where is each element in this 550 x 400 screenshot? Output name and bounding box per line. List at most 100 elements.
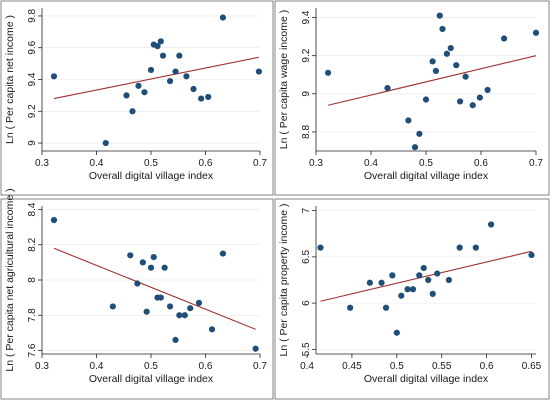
y-tick-label: 9.6	[27, 40, 38, 54]
data-point	[445, 276, 452, 284]
x-tick-label: 0.5	[419, 158, 433, 169]
scatter-panel-1: 9 9.2 9.4 9.6 9.8 0.3 0.4 0.5 0.6 0.7 Overall digi…	[0, 0, 274, 196]
data-point	[109, 303, 116, 310]
x-tick-label: 0.4	[90, 158, 104, 169]
data-point	[147, 264, 155, 271]
data-point	[398, 292, 405, 299]
y-axis-label: Ln ( Per capita net income )	[4, 15, 16, 144]
data-point	[123, 92, 130, 99]
data-point	[484, 86, 491, 94]
data-point	[528, 251, 535, 259]
panel-frame	[0, 198, 274, 400]
data-point	[181, 312, 188, 319]
data-point	[183, 73, 190, 80]
y-tick-label: 9.2	[301, 48, 312, 62]
y-axis-label: Ln ( Per capita wage income )	[278, 10, 290, 149]
data-point	[102, 139, 109, 147]
y-tick-label: 9	[27, 140, 38, 146]
x-tick-label: 0.55	[432, 361, 452, 372]
x-axis-label: Overall digital village index	[89, 170, 214, 182]
scatter-panel-2: 8.8 9 9.2 9.4 0.3 0.4 0.5 0.6 0.7 Overall digital…	[274, 0, 550, 196]
data-point	[488, 221, 495, 228]
y-tick-label: 8.2	[27, 237, 38, 251]
data-point	[416, 272, 423, 279]
data-point	[366, 279, 373, 286]
x-tick-label: 0.45	[342, 361, 362, 372]
y-tick-label: 7.6	[27, 343, 38, 357]
data-point	[469, 102, 476, 109]
data-point	[172, 68, 179, 75]
y-axis-label: Ln ( Per capita net agricultural income …	[4, 188, 16, 371]
y-tick-label: 7.8	[27, 308, 38, 322]
scatter-panel-3: 7.6 7.8 8 8.2 8.4 0.3 0.4 0.5 0.6 0.7 Overall digi…	[0, 188, 274, 400]
x-axis-label: Overall digital village index	[364, 170, 489, 182]
x-tick-label: 0.4	[364, 158, 378, 169]
data-point	[50, 73, 58, 80]
data-point	[472, 244, 479, 251]
data-point	[317, 244, 324, 251]
data-point	[462, 73, 469, 80]
x-tick-label: 0.6	[199, 361, 213, 372]
scatter-panel-4: 5.5 6 6.5 7 0.4 0.45 0.5 0.55 0.6 0.65 Overall dig…	[274, 198, 550, 400]
data-point	[411, 144, 419, 151]
panel-frame	[274, 0, 550, 196]
y-tick-label: 8.8	[301, 125, 312, 139]
y-tick-label: 5.5	[301, 342, 312, 356]
data-point	[382, 304, 390, 311]
data-point	[532, 29, 540, 36]
data-point	[453, 62, 460, 69]
data-point	[166, 77, 174, 85]
data-point	[219, 250, 227, 257]
data-point	[198, 95, 205, 102]
data-point	[443, 50, 450, 57]
x-tick-label: 0.3	[35, 361, 49, 372]
data-point	[157, 294, 164, 301]
data-point	[501, 35, 508, 42]
data-point	[190, 85, 197, 93]
data-point	[429, 58, 436, 65]
data-point	[405, 117, 412, 124]
data-point	[205, 93, 212, 101]
data-point	[420, 264, 427, 272]
x-tick-label: 0.7	[253, 158, 267, 169]
data-point	[50, 216, 58, 224]
x-tick-label: 0.3	[309, 158, 323, 169]
data-point	[147, 66, 155, 74]
data-point	[378, 279, 385, 286]
panel-frame	[0, 0, 274, 196]
y-tick-label: 9.4	[27, 72, 38, 86]
data-point	[208, 326, 216, 333]
data-point	[429, 290, 436, 297]
y-axis-label: Ln ( Per capita property income )	[278, 204, 290, 357]
y-tick-label: 8.4	[27, 202, 38, 216]
data-point	[139, 259, 146, 266]
x-tick-label: 0.5	[390, 361, 404, 372]
data-point	[393, 329, 400, 336]
data-point	[325, 69, 332, 76]
x-axis-label: Overall digital village index	[89, 373, 214, 385]
data-point	[457, 98, 464, 105]
fitted-line	[327, 55, 537, 106]
data-point	[447, 44, 454, 52]
y-tick-label: 6	[301, 300, 312, 306]
x-tick-label: 0.7	[253, 361, 267, 372]
data-point	[176, 52, 183, 59]
fitted-line	[53, 56, 260, 100]
data-point	[172, 336, 179, 344]
data-point	[425, 276, 432, 284]
data-point	[166, 303, 174, 310]
panel-frame	[274, 198, 550, 400]
x-tick-label: 0.5	[144, 361, 158, 372]
data-point	[143, 308, 150, 315]
x-tick-label: 0.4	[90, 361, 104, 372]
data-point	[135, 82, 142, 89]
fitted-line	[320, 250, 532, 302]
data-point	[434, 270, 441, 277]
data-point	[150, 253, 157, 261]
fitted-line	[53, 247, 256, 330]
x-tick-label: 0.6	[480, 361, 494, 372]
y-tick-label: 9.2	[27, 104, 38, 118]
data-point	[154, 43, 161, 50]
data-point	[347, 304, 354, 311]
x-tick-label: 0.7	[529, 158, 543, 169]
